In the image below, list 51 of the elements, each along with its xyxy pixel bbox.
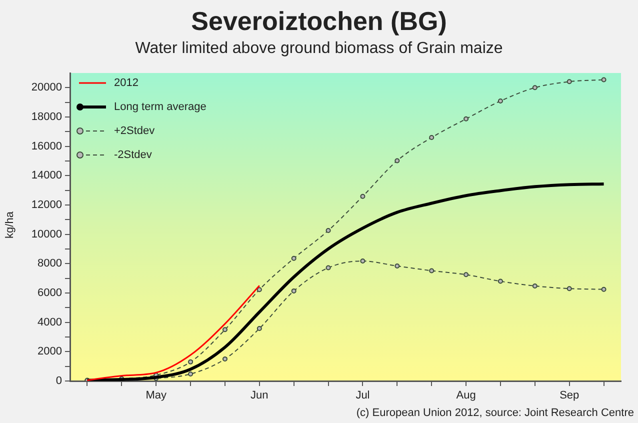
point xyxy=(291,256,296,261)
x-tick-label: Jun xyxy=(250,390,268,402)
legend-label: Long term average xyxy=(114,101,206,113)
y-tick-label: 10000 xyxy=(31,228,62,240)
y-tick-label: 18000 xyxy=(31,111,62,124)
point xyxy=(464,116,469,122)
y-axis-title: kg/ha xyxy=(4,212,16,238)
y-tick-label: 8000 xyxy=(38,258,62,270)
y-tick-label: 2000 xyxy=(38,346,62,358)
point xyxy=(566,79,572,84)
point xyxy=(532,283,538,288)
point xyxy=(222,327,228,332)
chart-title: Severoiztochen (BG) xyxy=(190,6,448,37)
point xyxy=(326,265,331,270)
point xyxy=(360,258,366,264)
x-tick-label: Aug xyxy=(456,390,476,402)
y-tick-label: 14000 xyxy=(31,170,62,182)
legend-label: 2012 xyxy=(114,77,138,89)
y-tick-label: 6000 xyxy=(38,287,62,300)
point xyxy=(222,356,228,362)
point xyxy=(429,135,434,140)
point xyxy=(532,85,538,90)
point xyxy=(256,326,262,331)
line-series xyxy=(86,284,260,381)
text: (c) European Union 2012, source: Joint Research Centre xyxy=(356,407,634,419)
point xyxy=(326,228,331,234)
y-tick-label: 20000 xyxy=(31,82,62,94)
point xyxy=(188,371,194,376)
point xyxy=(429,268,434,274)
point xyxy=(464,272,469,278)
point xyxy=(188,359,194,364)
point xyxy=(566,286,572,292)
x-tick-label: Jul xyxy=(356,390,370,402)
chart-subtitle: Water limited above ground biomass of Grain maize xyxy=(134,40,504,58)
point xyxy=(360,194,366,199)
y-tick-label: 4000 xyxy=(38,316,62,328)
y-tick-label: 12000 xyxy=(31,199,62,212)
x-tick-label: May xyxy=(146,390,167,402)
point xyxy=(256,287,262,292)
legend-label: -2Stdev xyxy=(114,149,152,161)
point xyxy=(601,286,606,292)
point xyxy=(498,98,503,104)
point xyxy=(601,77,606,82)
point xyxy=(394,264,400,269)
x-tick-label: Sep xyxy=(560,390,580,402)
y-tick-label: 0 xyxy=(56,375,62,388)
legend-label: +2Stdev xyxy=(114,125,155,137)
y-tick-label: 16000 xyxy=(31,140,62,152)
point xyxy=(498,278,503,284)
point xyxy=(291,288,296,294)
point xyxy=(394,158,400,164)
